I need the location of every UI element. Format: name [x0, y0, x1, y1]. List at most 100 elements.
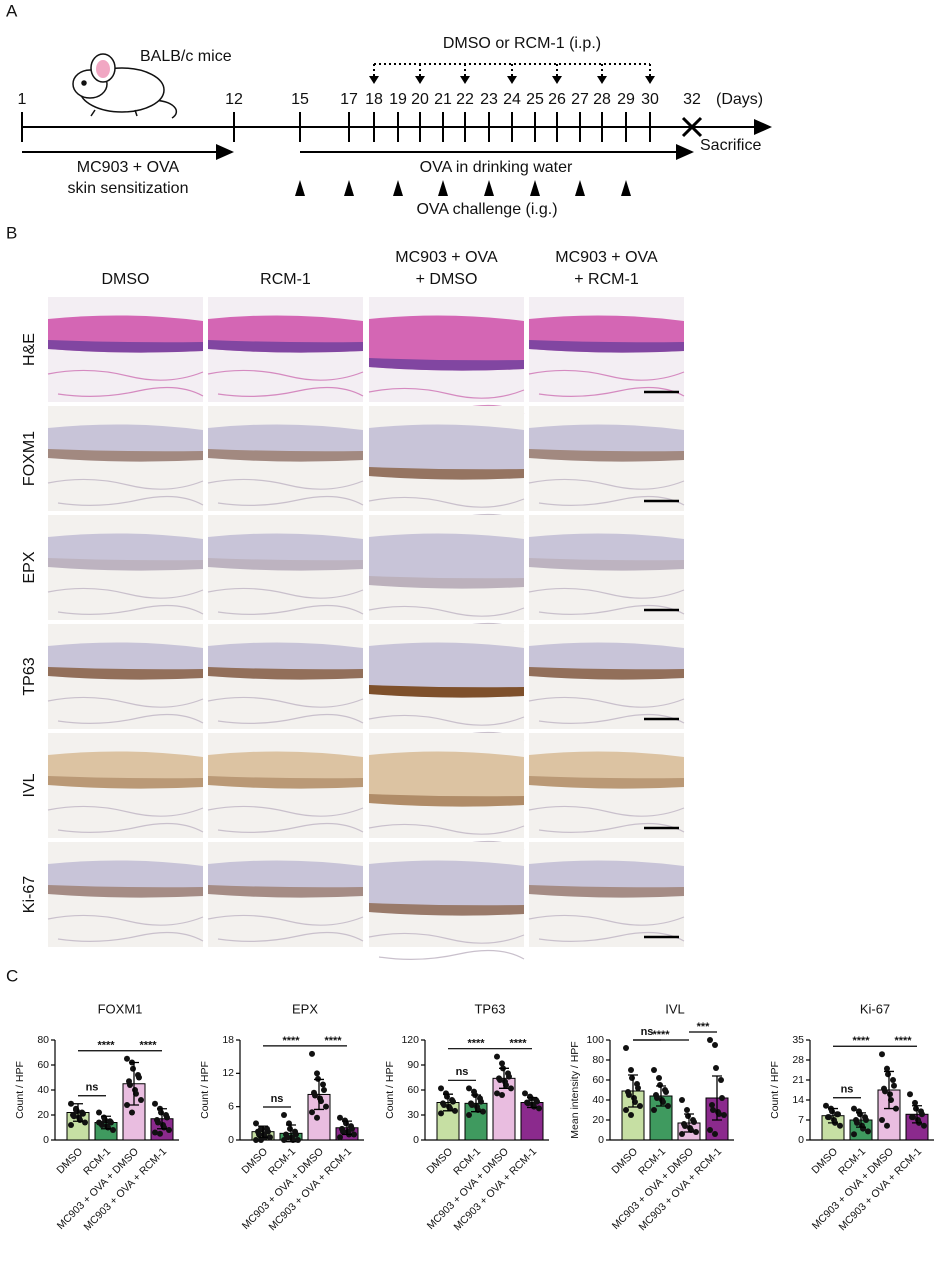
- x-tick-label: DMSO: [239, 1146, 270, 1177]
- data-point: [267, 1134, 273, 1141]
- challenge-marker: [438, 180, 448, 196]
- error-bar: [912, 1105, 922, 1124]
- data-point: [130, 1065, 136, 1072]
- data-point: [129, 1109, 135, 1116]
- y-tick-label: 60: [592, 1074, 604, 1086]
- data-point: [96, 1119, 102, 1126]
- data-point: [506, 1073, 512, 1080]
- data-point: [452, 1107, 458, 1114]
- data-point: [499, 1060, 505, 1067]
- data-point: [912, 1099, 918, 1106]
- data-point: [96, 1109, 102, 1116]
- basal-layer: [529, 776, 684, 789]
- data-point: [480, 1108, 486, 1115]
- y-tick-label: 20: [37, 1109, 49, 1121]
- data-point: [884, 1065, 890, 1072]
- error-bar: [856, 1112, 866, 1128]
- challenge-marker: [530, 180, 540, 196]
- dermis-fibers: [528, 805, 685, 833]
- micrograph: [47, 842, 204, 947]
- row-label: H&E: [21, 333, 38, 366]
- y-tick-label: 80: [37, 1034, 49, 1046]
- epidermis: [369, 424, 524, 480]
- data-point: [525, 1100, 531, 1107]
- epidermis: [369, 533, 524, 589]
- data-point: [110, 1127, 116, 1133]
- dermis-fibers: [528, 369, 685, 397]
- data-point: [494, 1053, 500, 1060]
- significance-label: ****: [652, 1029, 670, 1041]
- error-bar: [684, 1113, 694, 1133]
- data-point: [826, 1114, 832, 1121]
- treatment-arrowhead: [369, 76, 379, 84]
- day-label: 15: [291, 91, 309, 108]
- y-tick-label: 21: [792, 1074, 804, 1086]
- data-point: [466, 1085, 472, 1092]
- data-point: [626, 1092, 632, 1098]
- y-tick-label: 60: [407, 1084, 419, 1096]
- data-point: [124, 1055, 130, 1062]
- data-point: [890, 1077, 896, 1083]
- error-bar: [314, 1078, 324, 1111]
- panel-label: C: [6, 966, 18, 985]
- challenge-marker: [393, 180, 403, 196]
- y-tick-label: 0: [598, 1134, 604, 1146]
- data-point: [851, 1131, 857, 1138]
- y-tick-label: 7: [798, 1114, 804, 1126]
- epidermis: [369, 751, 524, 807]
- data-point: [499, 1092, 505, 1098]
- micrograph: [368, 406, 525, 524]
- day-label: 26: [548, 91, 566, 108]
- micrograph: [528, 842, 685, 947]
- day-label: 27: [571, 91, 589, 108]
- basal-layer: [529, 667, 684, 680]
- data-point: [682, 1123, 688, 1129]
- epidermis: [48, 533, 203, 571]
- column-header: + RCM-1: [574, 271, 639, 288]
- data-point: [884, 1122, 890, 1129]
- epidermis: [529, 424, 684, 462]
- data-point: [628, 1067, 634, 1073]
- data-point: [534, 1098, 540, 1105]
- y-tick-label: 35: [792, 1034, 804, 1046]
- error-bar: [258, 1125, 268, 1138]
- significance-label: ****: [139, 1040, 157, 1052]
- data-point: [281, 1112, 287, 1118]
- dermis-fibers: [207, 914, 364, 942]
- significance-label: ****: [97, 1040, 115, 1052]
- data-point: [80, 1110, 86, 1117]
- treatment-arrowhead: [552, 76, 562, 84]
- basal-layer: [529, 558, 684, 571]
- chart-title: EPX: [292, 1001, 318, 1016]
- row-label: TP63: [21, 657, 38, 695]
- epidermis: [208, 424, 363, 462]
- data-point: [124, 1102, 130, 1108]
- mouse-label: BALB/c mice: [140, 48, 232, 65]
- y-tick-label: 12: [222, 1067, 234, 1079]
- data-point: [679, 1097, 685, 1103]
- day-label: 22: [456, 91, 474, 108]
- y-tick-label: 60: [37, 1059, 49, 1071]
- significance-label: ****: [894, 1035, 912, 1047]
- data-point: [323, 1103, 329, 1110]
- dermis-fibers: [207, 696, 364, 724]
- basal-layer: [369, 903, 524, 916]
- significance-label: ns: [86, 1082, 99, 1094]
- error-bar: [342, 1120, 352, 1136]
- significance-label: ns: [456, 1066, 469, 1078]
- basal-layer: [208, 340, 363, 353]
- data-point: [691, 1119, 697, 1125]
- dermis-fibers: [528, 914, 685, 942]
- error-bar: [527, 1096, 537, 1109]
- data-point: [651, 1067, 657, 1073]
- data-point: [656, 1075, 662, 1081]
- data-point: [68, 1100, 74, 1107]
- y-tick-label: 20: [592, 1114, 604, 1126]
- dermis-fibers: [207, 369, 364, 397]
- y-tick-label: 40: [37, 1084, 49, 1096]
- data-point: [337, 1134, 343, 1141]
- epidermis: [529, 533, 684, 571]
- basal-layer: [369, 576, 524, 589]
- data-point: [256, 1131, 262, 1138]
- dermis-fibers: [47, 914, 204, 942]
